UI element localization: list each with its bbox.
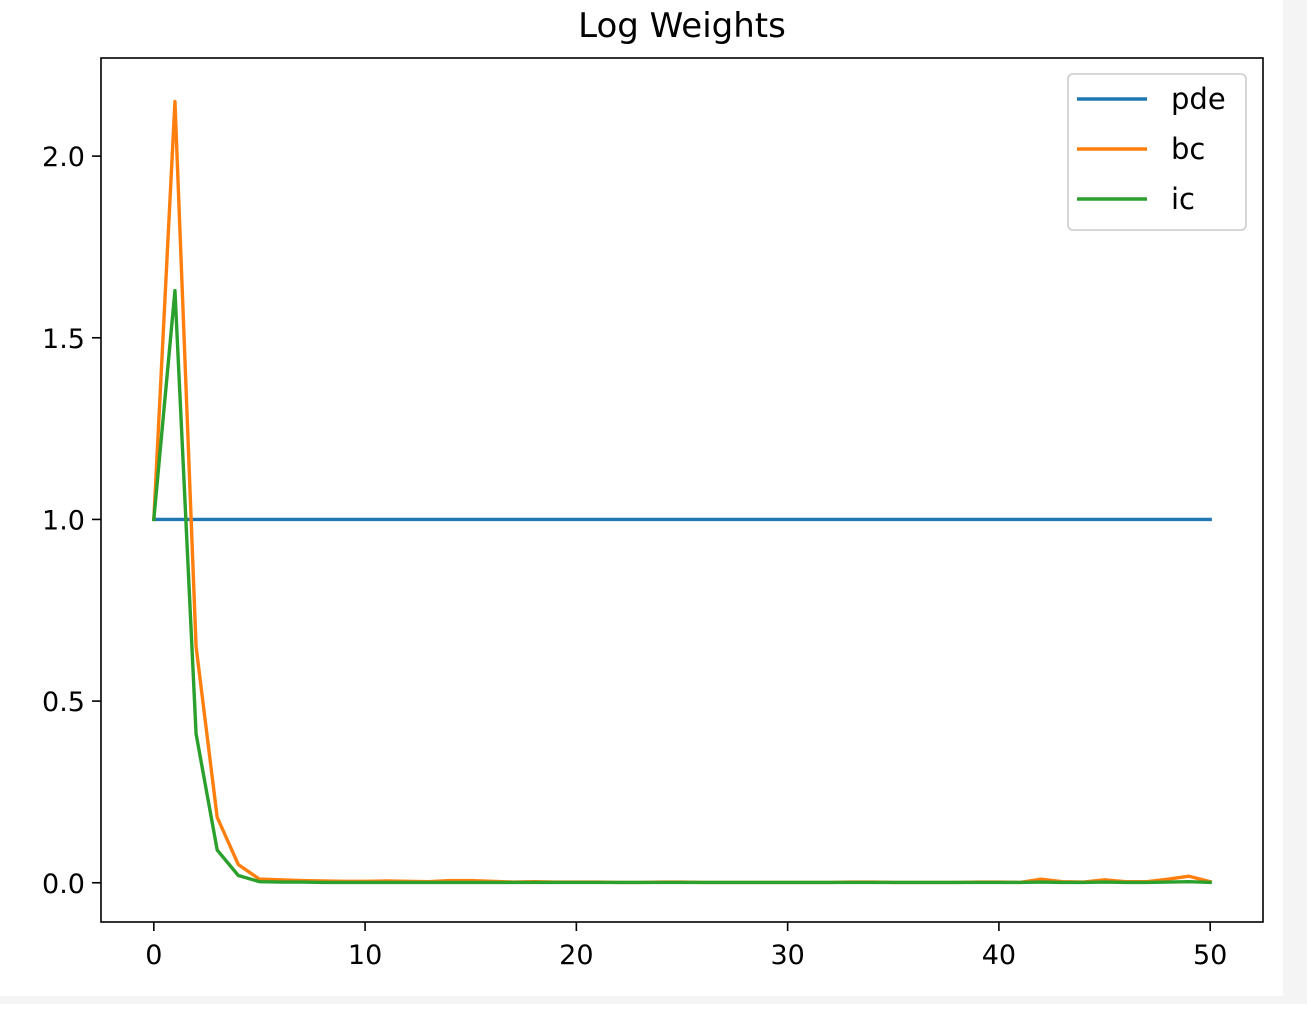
series-line-ic [151,288,1212,885]
legend-label-ic: ic [1171,182,1195,216]
x-tick-label: 40 [982,940,1016,971]
legend-label-bc: bc [1171,132,1205,166]
y-tick-label: 2.0 [42,142,85,173]
y-tick-label: 0.0 [42,869,85,900]
x-tick-label: 10 [348,940,382,971]
legend-box [1067,73,1247,231]
x-tick-label: 30 [770,940,804,971]
x-tick-label: 20 [559,940,593,971]
y-axis: 0.0 0.5 1.0 1.5 2.0 [42,142,101,900]
chart-title: Log Weights [578,6,786,46]
right-margin-strip [1283,0,1307,1004]
bottom-margin-strip [0,996,1307,1004]
legend: pde bc ic [1067,73,1247,231]
y-tick-label: 1.0 [42,505,85,536]
plot-frame [100,57,1264,923]
x-axis: 0 10 20 30 40 50 [145,922,1227,971]
legend-label-pde: pde [1171,82,1226,116]
x-tick-label: 0 [145,940,162,971]
x-tick-label: 50 [1193,940,1227,971]
y-tick-label: 0.5 [42,687,85,718]
y-tick-label: 1.5 [42,324,85,355]
legend-items: pde bc ic [1077,82,1226,216]
series-layer [151,99,1213,885]
